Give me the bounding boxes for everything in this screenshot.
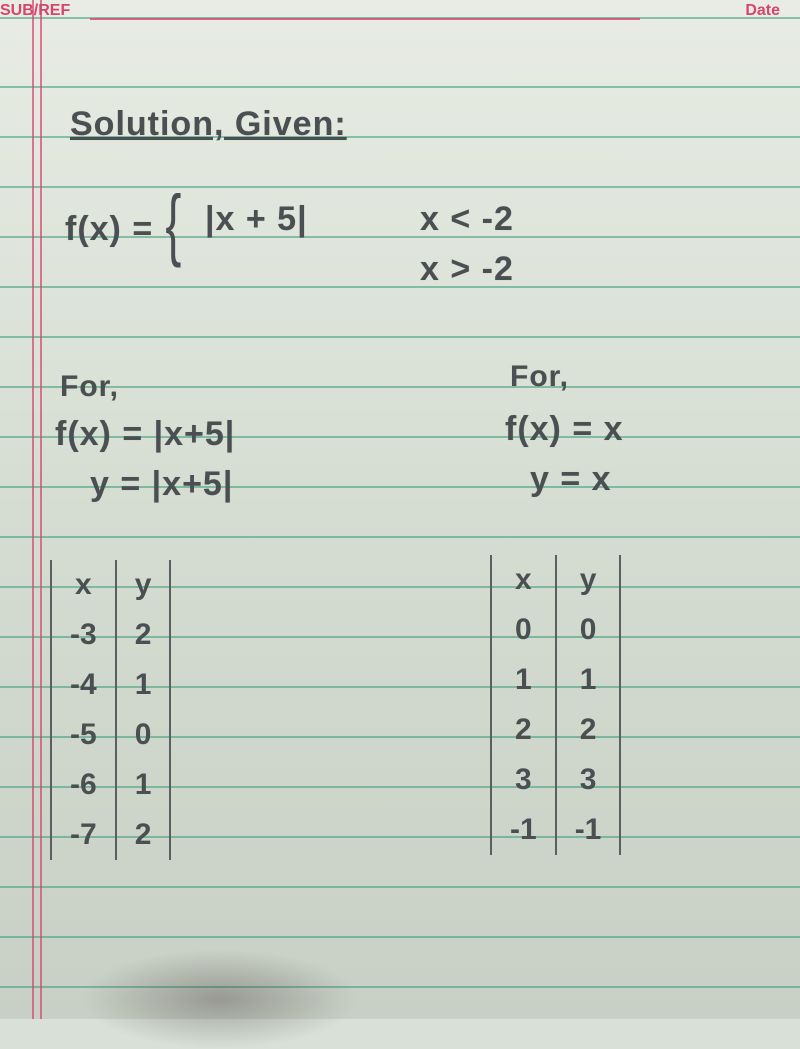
table-row: 00 — [491, 605, 620, 655]
piecewise-cond-1: x < -2 — [420, 200, 514, 239]
table-row: -41 — [51, 660, 170, 710]
margin-line — [40, 0, 42, 1019]
th-y: y — [116, 560, 171, 610]
fx-lhs: f(x) = — [65, 210, 153, 249]
thumb-shadow — [80, 949, 360, 1049]
margin-line — [32, 0, 34, 1019]
solution-title: Solution, Given: — [70, 105, 347, 144]
for-label-left: For, — [60, 370, 119, 404]
table-row: x y — [491, 555, 620, 605]
y-right: y = x — [530, 460, 612, 499]
notebook-paper: SUB/REF Date Solution, Given: f(x) = { |… — [0, 0, 800, 1019]
th-x: x — [491, 555, 556, 605]
table-row: 22 — [491, 705, 620, 755]
fx-right: f(x) = x — [505, 410, 624, 449]
table-row: 33 — [491, 755, 620, 805]
for-label-right: For, — [510, 360, 569, 394]
fx-left: f(x) = |x+5| — [55, 415, 235, 454]
brace-icon: { — [165, 178, 181, 270]
date-label: Date — [745, 2, 780, 20]
table-row: 11 — [491, 655, 620, 705]
table-right: x y 00 11 22 33 -1-1 — [490, 555, 621, 855]
table-row: x y — [51, 560, 170, 610]
table-row: -72 — [51, 810, 170, 860]
y-left: y = |x+5| — [90, 465, 233, 504]
table-row: -32 — [51, 610, 170, 660]
table-row: -1-1 — [491, 805, 620, 855]
piecewise-cond-2: x > -2 — [420, 250, 514, 289]
table-left: x y -32 -41 -50 -61 -72 — [50, 560, 171, 860]
th-x: x — [51, 560, 116, 610]
header-rule — [90, 18, 640, 20]
ruled-lines — [0, 0, 800, 1019]
piecewise-expr-1: |x + 5| — [205, 200, 308, 239]
subref-label: SUB/REF — [0, 2, 70, 20]
table-row: -61 — [51, 760, 170, 810]
table-row: -50 — [51, 710, 170, 760]
paper-header: SUB/REF Date — [0, 0, 800, 26]
th-y: y — [556, 555, 621, 605]
